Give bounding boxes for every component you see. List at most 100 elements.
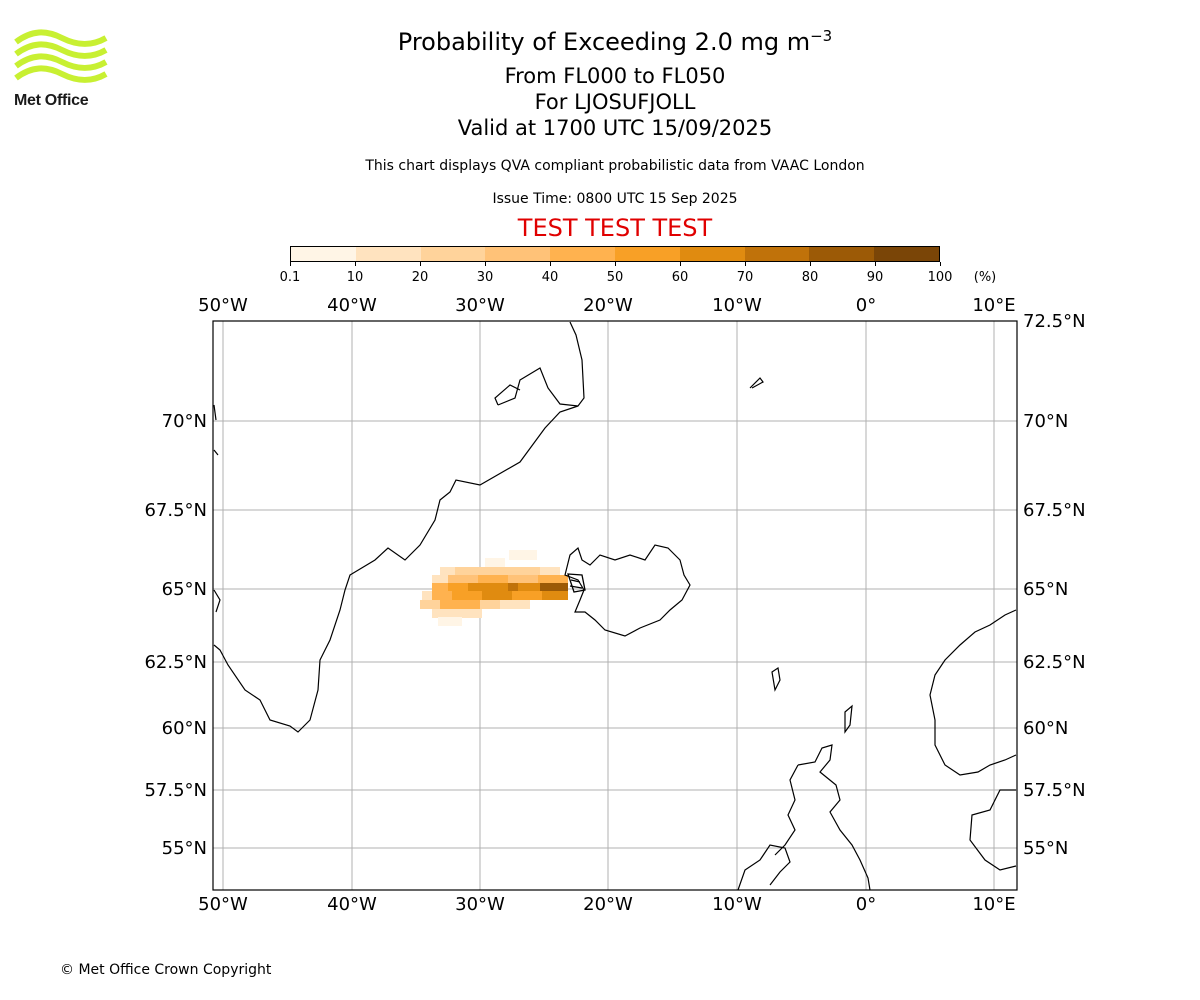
colorbar-tick: [420, 262, 421, 266]
probability-cell: [500, 600, 530, 609]
graticule: [213, 320, 1017, 890]
latitude-label: 55°N: [1023, 838, 1068, 859]
colorbar-segment: [614, 247, 680, 261]
probability-cell: [432, 575, 448, 584]
longitude-label: 10°E: [972, 295, 1015, 316]
longitude-label: 40°W: [327, 894, 377, 915]
met-office-logo-icon: [14, 29, 108, 83]
colorbar-segment: [679, 247, 745, 261]
colorbar-tick-label: 90: [866, 270, 884, 285]
probability-cell: [538, 575, 568, 584]
colorbar-unit: (%): [973, 270, 997, 285]
colorbar-tick: [550, 262, 551, 266]
probability-cell: [512, 591, 542, 600]
colorbar-tick: [875, 262, 876, 266]
latitude-label: 67.5°N: [144, 500, 207, 521]
colorbar-tick: [485, 262, 486, 266]
colorbar: [290, 246, 940, 262]
colorbar-tick-label: 0.1: [279, 270, 301, 285]
coastline-baffin: [213, 404, 221, 613]
latitude-label: 62.5°N: [1023, 652, 1086, 673]
test-banner: TEST TEST TEST: [517, 214, 713, 242]
longitude-label: 50°W: [198, 295, 248, 316]
probability-cell: [422, 591, 432, 600]
coastline-denmark-sweden: [969, 789, 1017, 871]
latitude-label: 72.5°N: [1023, 311, 1086, 332]
volcano-line: For LJOSUFJOLL: [534, 90, 696, 114]
colorbar-tick: [355, 262, 356, 266]
colorbar-segment: [355, 247, 421, 261]
colorbar-tick: [680, 262, 681, 266]
longitude-label: 10°W: [712, 295, 762, 316]
probability-cell: [432, 583, 448, 592]
colorbar-segment: [485, 247, 551, 261]
probability-cell: [440, 600, 480, 609]
ash-probability-plume: [420, 550, 568, 626]
longitude-label: 30°W: [455, 894, 505, 915]
probability-cell: [448, 583, 468, 592]
longitude-label: 20°W: [583, 894, 633, 915]
probability-cell: [448, 575, 478, 584]
coastline-norway: [929, 609, 1017, 776]
longitude-label: 10°W: [712, 894, 762, 915]
probability-cell: [518, 583, 540, 592]
probability-cell: [440, 567, 460, 576]
probability-cell: [478, 575, 508, 584]
coastlines: [213, 321, 1017, 891]
colorbar-tick: [810, 262, 811, 266]
colorbar-tick: [290, 262, 291, 266]
logo-text: Met Office: [14, 92, 89, 109]
colorbar-segment: [291, 247, 356, 261]
colorbar-segment: [420, 247, 486, 261]
latitude-label: 67.5°N: [1023, 500, 1086, 521]
probability-cell: [480, 600, 500, 609]
latitude-label: 70°N: [1023, 411, 1068, 432]
colorbar-tick-label: 10: [346, 270, 364, 285]
colorbar-segment: [874, 247, 939, 261]
valid-time-line: Valid at 1700 UTC 15/09/2025: [457, 116, 773, 140]
longitude-label: 50°W: [198, 894, 248, 915]
colorbar-tick-label: 70: [736, 270, 754, 285]
probability-cell: [542, 591, 568, 600]
colorbar-tick: [615, 262, 616, 266]
probability-cell: [432, 609, 462, 618]
colorbar-tick-label: 20: [411, 270, 429, 285]
colorbar-segment: [744, 247, 810, 261]
colorbar-segment: [809, 247, 875, 261]
probability-cell: [482, 591, 512, 600]
issue-time-text: Issue Time: 0800 UTC 15 Sep 2025: [492, 191, 738, 207]
longitude-label: 0°: [856, 295, 876, 316]
latitude-label: 57.5°N: [144, 780, 207, 801]
latitude-label: 62.5°N: [144, 652, 207, 673]
probability-cell: [432, 591, 452, 600]
colorbar-tick: [940, 262, 941, 266]
volcano-marker: [567, 573, 586, 593]
coastline-jan-mayen: [749, 377, 764, 389]
coastline-scotland: [774, 744, 871, 891]
latitude-label: 70°N: [162, 411, 207, 432]
colorbar-tick-label: 50: [606, 270, 624, 285]
coastline-ireland: [737, 844, 791, 891]
longitude-label: 20°W: [583, 295, 633, 316]
longitude-label: 40°W: [327, 295, 377, 316]
colorbar-tick-label: 100: [927, 270, 953, 285]
longitude-label: 0°: [856, 894, 876, 915]
probability-cell: [540, 583, 568, 592]
colorbar-tick-label: 40: [541, 270, 559, 285]
probability-cell: [455, 567, 555, 576]
probability-cell: [452, 591, 482, 600]
coastline-iceland: [564, 544, 691, 637]
longitude-label: 10°E: [972, 894, 1015, 915]
coastline-greenland-fjord: [494, 384, 521, 406]
probability-cell: [508, 575, 538, 584]
probability-cell: [468, 583, 508, 592]
colorbar-tick: [745, 262, 746, 266]
latitude-label: 55°N: [162, 838, 207, 859]
map-frame: [212, 320, 1018, 891]
probability-cell: [462, 609, 482, 618]
description-text: This chart displays QVA compliant probab…: [365, 158, 865, 174]
coastline-faroes: [771, 666, 781, 692]
colorbar-segment: [550, 247, 615, 261]
probability-cell: [540, 567, 560, 576]
flight-level-line: From FL000 to FL050: [504, 64, 726, 88]
